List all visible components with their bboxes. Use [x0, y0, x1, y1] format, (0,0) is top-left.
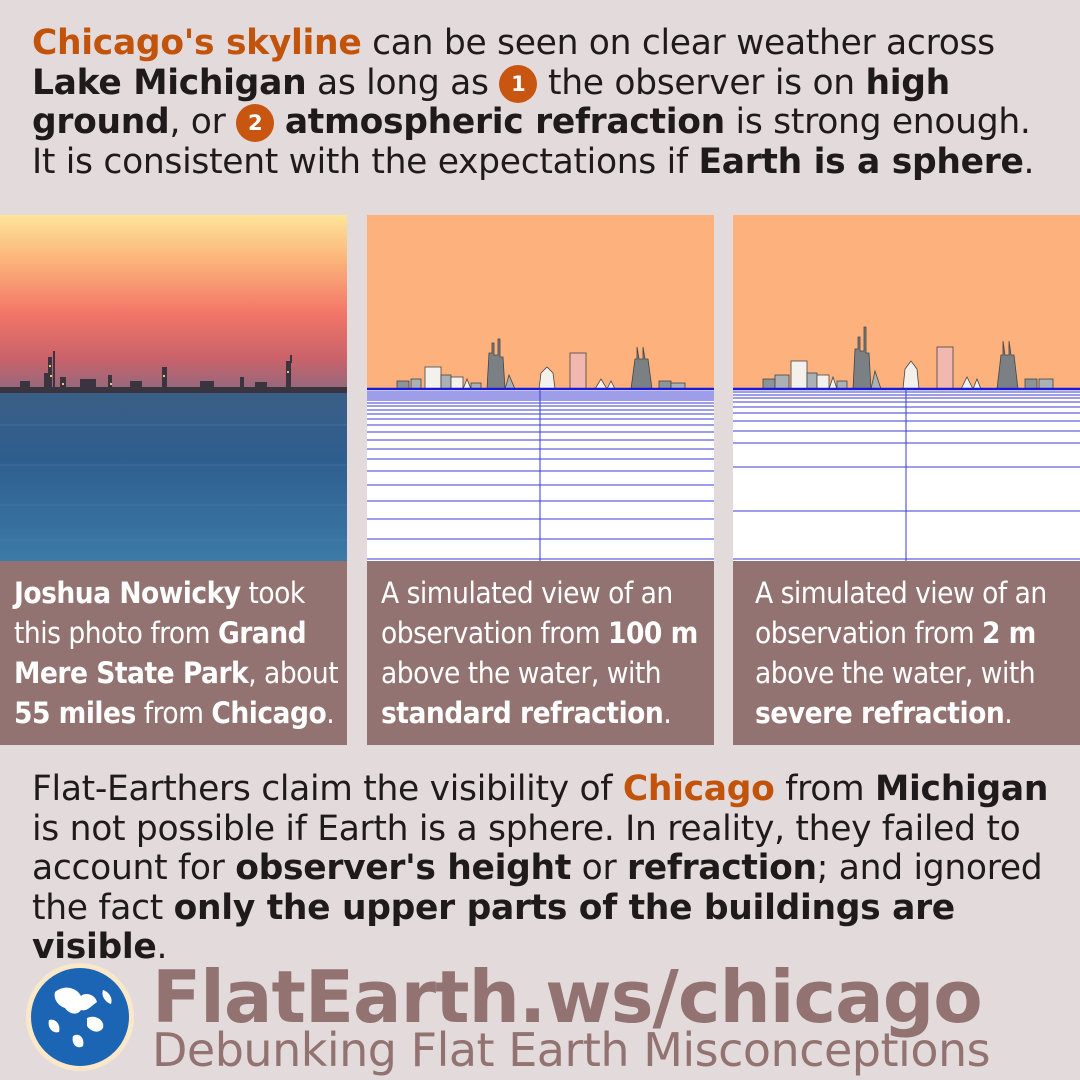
caption-height: 2 m — [981, 616, 1036, 650]
caption-text: above the water, with — [755, 656, 1036, 690]
caption-text: above the water, with — [381, 656, 662, 690]
claim-text: Flat-Earthers claim the visibility of — [32, 769, 623, 809]
claim-text: is not possible if Earth is a sphere. In… — [32, 808, 1021, 888]
claim-refraction: refraction — [627, 848, 817, 888]
number-badge-2: 2 — [236, 104, 275, 142]
claim-paragraph: Flat-Earthers claim the visibility of Ch… — [32, 769, 1062, 968]
photo-caption: Joshua Nowicky took this photo from Gran… — [0, 561, 347, 745]
intro-refraction: atmospheric refraction — [284, 102, 725, 142]
intro-subject: Chicago's skyline — [32, 23, 362, 63]
intro-text: is strong enough. It is consistent with … — [32, 102, 1031, 182]
caption-distance: 55 miles — [14, 696, 136, 730]
claim-height: observer's height — [235, 848, 572, 888]
intro-high-ground: high ground — [32, 62, 950, 142]
caption-text: took this photo from — [14, 576, 305, 650]
intro-sphere: Earth is a sphere — [698, 141, 1024, 182]
globe-logo-icon — [25, 962, 135, 1072]
caption-refraction: severe refraction — [755, 696, 1005, 730]
claim-upper-parts: only the upper parts of the buildings ar… — [32, 887, 955, 967]
caption-location: Grand Mere State Park — [14, 616, 307, 690]
caption-city: Chicago — [211, 696, 327, 730]
intro-text: . — [1023, 141, 1035, 182]
simulation-view-2m — [733, 215, 1080, 561]
number-badge-1: 1 — [499, 64, 538, 103]
claim-text: ; and ignored the fact — [32, 848, 1043, 928]
photo-panel: Joshua Nowicky took this photo from Gran… — [0, 215, 347, 745]
caption-text: . — [326, 696, 335, 730]
simulation-panel-100m: A simulated view of an observation from … — [367, 215, 714, 745]
caption-height: 100 m — [607, 616, 698, 650]
caption-refraction: standard refraction — [381, 696, 664, 730]
simulation-caption-2m: A simulated view of an observation from … — [733, 561, 1080, 745]
footer-url[interactable]: FlatEarth.ws/chicago — [152, 955, 983, 1039]
caption-text: A simulated view of an observation from — [381, 576, 673, 650]
claim-michigan: Michigan — [874, 769, 1049, 809]
simulation-caption-100m: A simulated view of an observation from … — [367, 561, 714, 745]
caption-text: from — [135, 696, 212, 730]
caption-text: . — [1004, 696, 1013, 730]
skyline-photo — [0, 215, 347, 561]
intro-paragraph: Chicago's skyline can be seen on clear w… — [32, 23, 1062, 182]
intro-text: can be seen on clear weather across — [361, 23, 995, 63]
simulation-panel-2m: A simulated view of an observation from … — [733, 215, 1080, 745]
caption-photographer: Joshua Nowicky — [14, 576, 241, 610]
intro-text: the observer is on — [537, 62, 866, 103]
caption-text: A simulated view of an observation from — [755, 576, 1047, 650]
footer-tagline: Debunking Flat Earth Misconceptions — [152, 1023, 991, 1077]
claim-text: . — [156, 927, 168, 967]
claim-text: from — [774, 769, 875, 809]
intro-lake: Lake Michigan — [32, 62, 307, 103]
caption-text: , about — [248, 656, 339, 690]
claim-chicago: Chicago — [622, 769, 775, 809]
caption-text: . — [663, 696, 672, 730]
intro-text: as long as — [306, 62, 500, 103]
intro-text: , or — [169, 102, 237, 142]
simulation-view-100m — [367, 215, 714, 561]
claim-text: or — [571, 848, 628, 888]
